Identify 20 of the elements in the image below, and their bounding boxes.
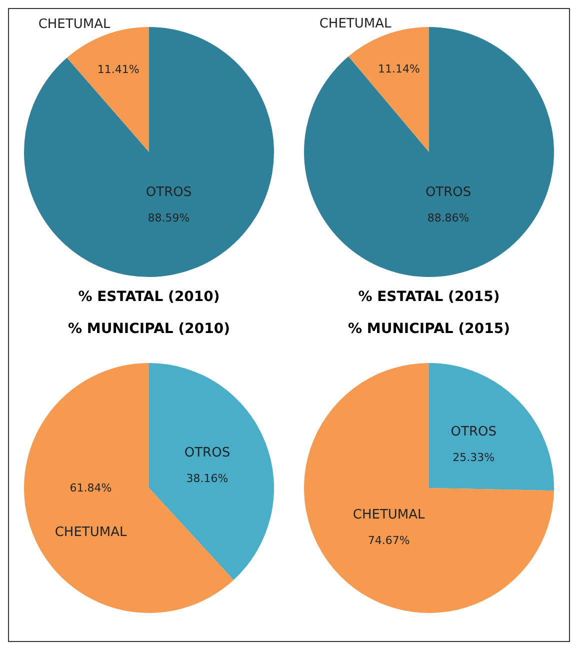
data-label: 74.67% <box>368 534 410 548</box>
slice-label: CHETUMAL <box>352 508 426 523</box>
data-label: 38.16% <box>186 472 228 486</box>
data-label: 11.14% <box>378 62 420 76</box>
text: % ESTATAL (2010) <box>78 289 220 305</box>
slice-label: CHETUMAL <box>54 525 128 540</box>
data-label: 88.59% <box>148 212 190 225</box>
text: % ESTATAL (2015) <box>358 289 500 305</box>
chart-title: % MUNICIPAL (2015) <box>348 321 510 337</box>
slice-label: CHETUMAL <box>38 16 111 32</box>
slice-label: OTROS <box>425 185 472 200</box>
chart-title: % MUNICIPAL (2010) <box>68 321 230 337</box>
data-label: 11.41% <box>97 62 140 76</box>
data-label: 25.33% <box>452 451 495 464</box>
slice-label: OTROS <box>184 446 230 461</box>
slice-label: CHETUMAL <box>319 16 392 32</box>
data-label: 61.84% <box>70 482 112 495</box>
slice-label: OTROS <box>146 185 192 200</box>
slice-label: OTROS <box>450 424 496 440</box>
data-label: 88.86% <box>427 212 470 225</box>
